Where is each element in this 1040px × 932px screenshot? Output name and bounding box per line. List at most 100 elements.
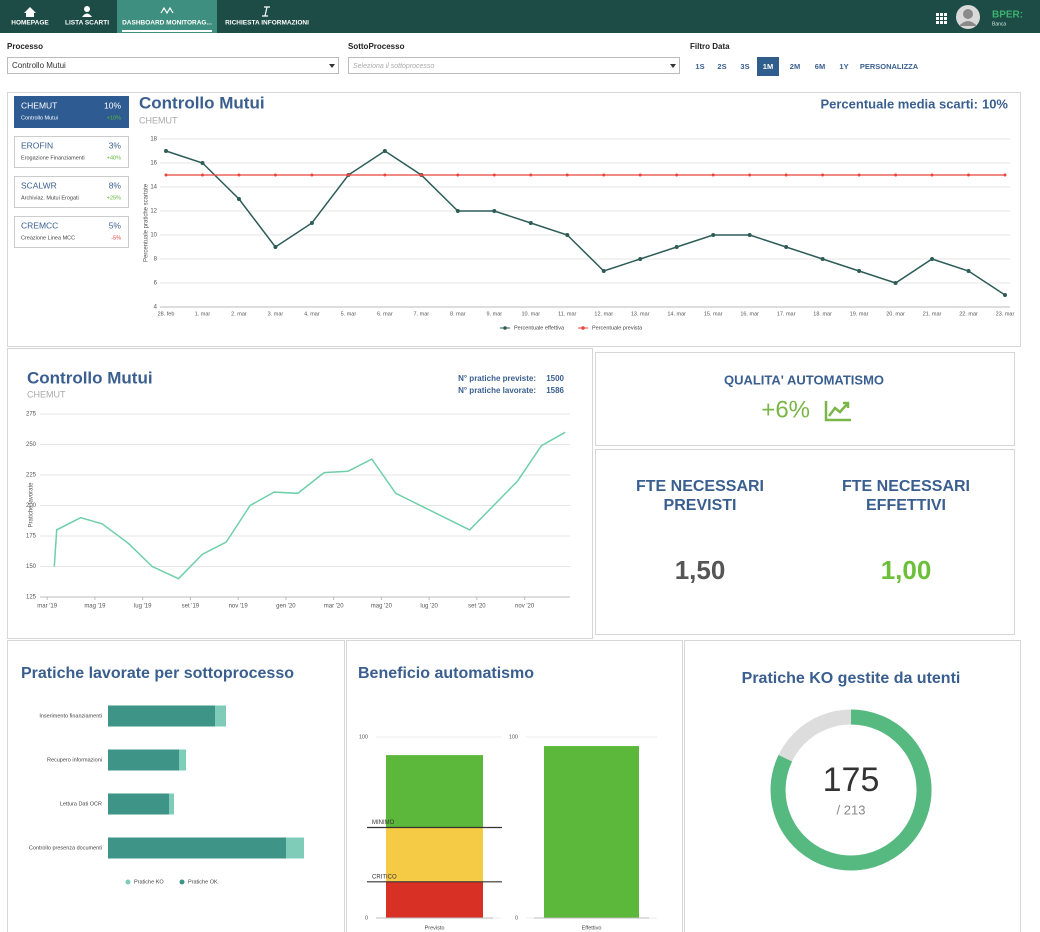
data-point	[1003, 293, 1007, 297]
process-code: CREMCC	[21, 220, 58, 230]
series-line	[165, 150, 1006, 296]
bar-segment	[108, 705, 215, 727]
data-point	[601, 269, 606, 273]
process-percent: 10%	[104, 100, 121, 110]
y-tick-label: 250	[26, 442, 37, 448]
apps-icon[interactable]	[936, 13, 947, 24]
panel	[595, 449, 1015, 635]
data-point	[492, 173, 496, 177]
stat-label: N° pratiche previste:	[458, 374, 536, 383]
reference-label: MINIMO	[372, 820, 395, 826]
data-point	[492, 209, 497, 213]
process-card[interactable]	[14, 136, 129, 168]
process-card[interactable]	[14, 176, 129, 208]
y-tick-label: 100	[509, 734, 518, 740]
x-tick-label: 6. mar	[377, 311, 393, 317]
data-point	[893, 281, 898, 285]
bar-segment	[169, 793, 174, 815]
y-tick-label: Controllo presenza documenti	[29, 845, 102, 851]
data-point	[273, 173, 277, 177]
data-point	[821, 173, 825, 177]
summary-value: 10%	[982, 96, 1008, 111]
stat-label: N° pratiche lavorate:	[458, 386, 536, 395]
logo-sub: Banca	[992, 21, 1006, 27]
data-point	[711, 233, 716, 237]
legend-label: Percentuale effettiva	[514, 325, 565, 331]
process-card[interactable]	[14, 96, 129, 128]
kpi-title: QUALITA' AUTOMATISMO	[724, 372, 884, 387]
x-tick-label: 19. mar	[850, 311, 869, 317]
y-tick-label: Recupero informazioni	[47, 757, 102, 763]
subprocess-select[interactable]	[348, 57, 680, 74]
y-axis-label: Pratiche lavorate	[29, 482, 35, 528]
data-point	[930, 257, 935, 261]
process-percent: 8%	[109, 180, 122, 190]
select-arrow	[329, 64, 335, 68]
bar-segment	[179, 749, 186, 771]
y-tick-label: 8	[154, 257, 158, 263]
x-tick-label: 28. feb	[158, 311, 175, 317]
process-select[interactable]	[7, 57, 339, 74]
legend-label: Percentuale prevista	[592, 325, 643, 331]
nav-item: DASHBOARD MONITORAG...	[122, 20, 212, 27]
process-percent: 5%	[109, 220, 122, 230]
donut-total: / 213	[837, 802, 866, 817]
x-tick-label: 1. mar	[195, 311, 211, 317]
y-tick-label: 18	[150, 137, 157, 143]
chart-subtitle: CHEMUT	[27, 389, 66, 399]
legend-swatch	[503, 326, 507, 330]
process-delta: +40%	[107, 155, 121, 161]
x-tick-label: lug '19	[134, 604, 152, 610]
x-tick-label: 23. mar	[996, 311, 1015, 317]
data-point	[310, 173, 314, 177]
data-point	[784, 245, 789, 249]
chart-subtitle: CHEMUT	[139, 115, 178, 125]
bar-segment	[386, 827, 483, 882]
data-point	[857, 173, 861, 177]
data-point	[309, 221, 314, 225]
monitor-icon[interactable]	[160, 6, 174, 15]
select-arrow	[670, 64, 676, 68]
data-point	[638, 173, 642, 177]
process-name: Controllo Mutui	[21, 115, 58, 121]
chart-title: Pratiche KO gestite da utenti	[742, 670, 961, 687]
legend-swatch	[179, 879, 185, 885]
filter-label: SottoProcesso	[348, 42, 405, 51]
date-option-active[interactable]	[757, 57, 779, 76]
process-select-value: Controllo Mutui	[12, 61, 66, 70]
kpi-value: 1,00	[881, 555, 932, 585]
home-icon[interactable]	[24, 7, 36, 17]
y-axis-label: Percentuale pratiche scartate	[144, 183, 150, 262]
y-tick-label: 4	[154, 305, 158, 311]
data-point	[382, 149, 387, 153]
chart-title: Controllo Mutui	[27, 368, 153, 387]
info-icon[interactable]	[262, 6, 270, 17]
data-point	[455, 209, 460, 213]
reference-label: CRITICO	[372, 874, 397, 880]
x-tick-label: 11. mar	[558, 311, 576, 317]
user-icon[interactable]	[84, 6, 90, 12]
date-option: 1Y	[839, 62, 848, 71]
kpi-value: 1,50	[675, 555, 726, 585]
chart-title: Beneficio automatismo	[358, 665, 534, 682]
x-tick-label: nov '20	[515, 604, 535, 610]
active-tab[interactable]	[117, 0, 217, 33]
chart-title: Pratiche lavorate per sottoprocesso	[21, 665, 294, 682]
summary-label: Percentuale media scarti:	[820, 96, 978, 111]
y-tick-label: 225	[26, 473, 37, 479]
data-point	[200, 161, 205, 165]
subprocess-placeholder: Seleziona il sottoprocesso	[353, 63, 434, 70]
x-tick-label: 9. mar	[487, 311, 503, 317]
data-point	[456, 173, 460, 177]
y-tick-label: 125	[26, 595, 37, 601]
x-tick-label: 2. mar	[231, 311, 247, 317]
kpi-title: PREVISTI	[664, 497, 737, 514]
bar-segment	[286, 837, 304, 859]
process-card[interactable]	[14, 216, 129, 248]
x-tick-label: mag '19	[84, 604, 106, 610]
y-tick-label: 0	[365, 915, 368, 921]
avatar-body	[959, 21, 977, 26]
